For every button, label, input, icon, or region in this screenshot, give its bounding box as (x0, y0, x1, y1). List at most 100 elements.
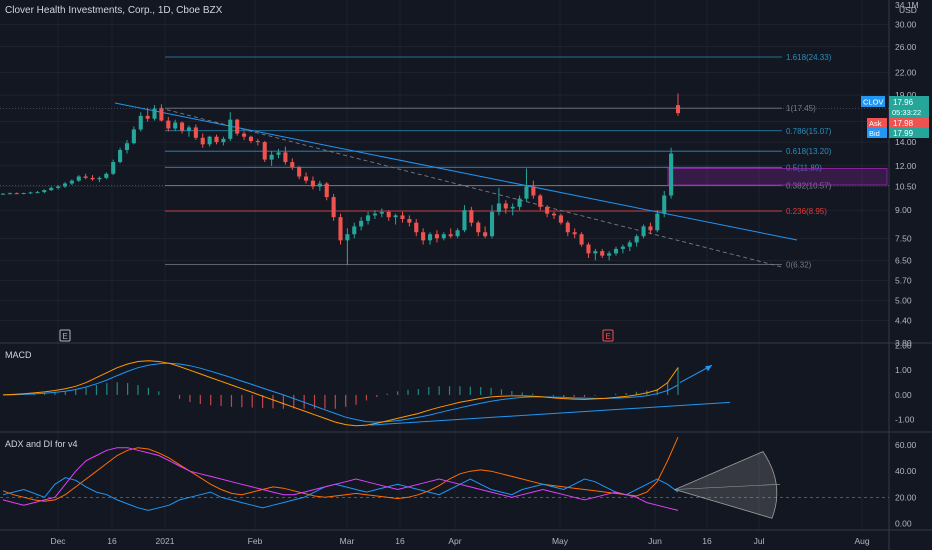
macd-trendline (369, 401, 731, 426)
price-unit-label: USD (899, 5, 917, 15)
adx-tick-label: 60.00 (895, 440, 917, 450)
time-axis[interactable]: Dec 16 2021 Feb Mar 16 Apr May Jun 16 Jul Aug (50, 536, 869, 546)
candle-body (221, 138, 226, 143)
earnings-marker-label: E (63, 332, 68, 341)
candle-body (97, 177, 102, 180)
candle-body (83, 176, 88, 178)
ticker-badge (861, 96, 885, 107)
candle-body (248, 136, 254, 142)
candle-body (242, 133, 247, 137)
time-tick-label: Jun (648, 536, 662, 546)
candle-body (434, 234, 439, 239)
candle-body (572, 232, 577, 235)
time-tick-label: Dec (50, 536, 66, 546)
candle-body (517, 198, 522, 207)
candle-body (551, 213, 557, 216)
adx-tick-label: 20.00 (895, 492, 917, 502)
candle-body (76, 176, 81, 181)
candle-body (531, 186, 536, 196)
fib-level-label: 1(17.45) (786, 104, 816, 113)
price-tick-label: 26.00 (895, 42, 917, 52)
candle-body (42, 190, 47, 193)
candle-body (21, 193, 26, 195)
candle-body (62, 183, 68, 187)
candle-body (331, 197, 336, 218)
candle-body (641, 226, 646, 237)
fib-level-label: 1.618(24.33) (786, 53, 832, 62)
bid-label: Bid (869, 129, 880, 138)
adx-series-line (2, 447, 679, 511)
price-tick-label: 6.50 (895, 255, 912, 265)
candle-body (386, 211, 391, 218)
candle-body (669, 153, 674, 196)
candle-body (634, 236, 639, 243)
candle-body (407, 218, 412, 223)
fib-retracement[interactable]: 1.618(24.33) 1(17.45) 0.786(15.07) 0.618(13… (0, 53, 889, 270)
candle-body (255, 141, 260, 143)
price-tick-label: 12.00 (895, 161, 917, 171)
candle-body (489, 211, 495, 237)
candle-body (545, 206, 550, 214)
candle-body (503, 203, 508, 209)
last-price-value: 17.96 (893, 98, 914, 107)
candle-body (379, 211, 384, 214)
adx-tick-label: 0.00 (895, 518, 912, 528)
adx-tick-label: 40.00 (895, 466, 917, 476)
candle-body (152, 108, 157, 119)
candle-body (104, 173, 109, 178)
earnings-marker (59, 329, 71, 342)
candle-body (613, 248, 619, 254)
adx-label[interactable]: ADX and DI for v4 (5, 439, 78, 449)
candle-body (166, 120, 171, 129)
candle-body (586, 244, 591, 254)
candle-body (207, 136, 212, 145)
fib-level-label: 0.5(11.89) (786, 163, 822, 172)
macd-pane: 2.00 1.00 0.00 -1.00 (2, 340, 915, 427)
time-tick-label: 16 (702, 536, 712, 546)
price-axis[interactable]: 34.1M30.0026.0022.0019.0016.0014.0012.00… (895, 0, 919, 348)
time-tick-label: Aug (854, 536, 869, 546)
ticker-badge-label: CLOV (863, 98, 883, 107)
candle-body (56, 186, 61, 188)
candle-body (324, 183, 329, 198)
bid-price-badge (889, 128, 929, 138)
time-tick-label: Apr (448, 536, 461, 546)
price-tick-label: 5.70 (895, 276, 912, 286)
candle-body (49, 187, 54, 191)
candle-body (607, 253, 612, 256)
candle-body (0, 193, 6, 195)
candle-body (345, 234, 350, 241)
candle-body (662, 195, 667, 214)
candle-body (297, 167, 302, 177)
candle-body (455, 230, 460, 237)
time-tick-label: Feb (248, 536, 263, 546)
price-tick-label: 9.00 (895, 205, 912, 215)
candle-body (469, 210, 474, 223)
candle-body (620, 246, 625, 249)
candle-body (462, 210, 467, 231)
candle-body (317, 183, 322, 187)
candle-body (448, 234, 453, 237)
candle-body (496, 203, 501, 212)
candle-body (558, 215, 563, 223)
price-tick-label: 7.50 (895, 233, 912, 243)
fib-level-label: 0.618(13.20) (786, 147, 832, 156)
ask-badge (867, 118, 887, 128)
candle-body (593, 251, 598, 254)
candlesticks (0, 93, 681, 266)
candle-body (262, 142, 267, 160)
candle-body (393, 215, 398, 218)
candle-body (186, 127, 192, 131)
candle-body (214, 136, 219, 143)
macd-line (2, 360, 679, 427)
trendline-dashed (159, 107, 783, 268)
adx-series-line (2, 436, 679, 502)
macd-label[interactable]: MACD (5, 350, 32, 360)
bid-badge (867, 128, 887, 138)
candle-body (124, 143, 130, 151)
projection-fan-mid (674, 483, 781, 490)
